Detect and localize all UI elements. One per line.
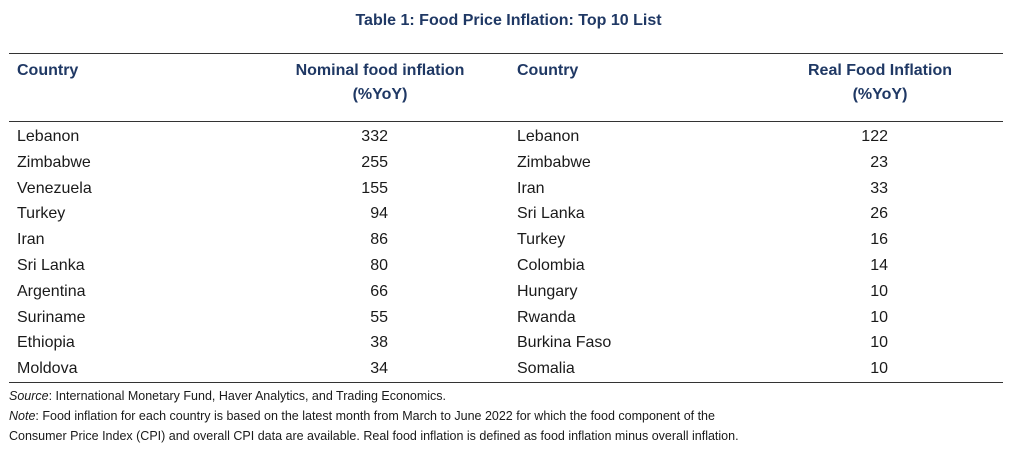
nominal-value-cell: 255 [361,153,388,171]
note-text-1: : Food inflation for each country is bas… [35,409,715,423]
table-title: Table 1: Food Price Inflation: Top 10 Li… [355,12,662,29]
header-real-food-inflation: Real Food Inflation (%YoY) [770,59,990,107]
note-line-1: Note: Food inflation for each country is… [9,406,1009,426]
real-value-cell: 10 [870,282,888,300]
table-row: Turkey 94 Sri Lanka 26 [0,201,1017,227]
real-value-cell: 23 [870,153,888,171]
nominal-country-cell: Ethiopia [17,334,75,352]
header-nominal-line1: Nominal food inflation [295,62,465,79]
header-country-nominal: Country [17,62,79,79]
table-row: Ethiopia 38 Burkina Faso 10 [0,330,1017,356]
real-country-cell: Iran [517,179,545,197]
table-top-rule [9,53,1003,54]
nominal-country-cell: Lebanon [17,128,80,145]
header-real-line2: (%YoY) [852,86,908,103]
nominal-country-cell: Sri Lanka [17,256,85,274]
header-nominal-food-inflation: Nominal food inflation (%YoY) [270,59,490,107]
table-row: Sri Lanka 80 Colombia 14 [0,253,1017,279]
nominal-country-cell: Iran [17,231,45,249]
source-text: : International Monetary Fund, Haver Ana… [48,389,447,403]
table-body: Lebanon 332 Lebanon 122 Zimbabwe 255 Zim… [0,124,1017,382]
nominal-value-cell: 34 [370,360,388,378]
table-header-rule [9,121,1003,122]
real-value-cell: 14 [870,256,888,274]
nominal-value-cell: 80 [370,256,388,274]
nominal-value-cell: 66 [370,282,388,300]
real-country-cell: Lebanon [517,128,580,145]
table-row: Iran 86 Turkey 16 [0,227,1017,253]
nominal-country-cell: Suriname [17,308,86,326]
header-real-line1: Real Food Inflation [808,62,952,79]
real-country-cell: Somalia [517,360,575,378]
real-value-cell: 10 [870,334,888,352]
nominal-value-cell: 155 [361,179,388,197]
table-row: Argentina 66 Hungary 10 [0,279,1017,305]
real-value-cell: 26 [870,205,888,223]
real-country-cell: Colombia [517,256,585,274]
table-row: Moldova 34 Somalia 10 [0,356,1017,382]
table-row: Zimbabwe 255 Zimbabwe 23 [0,150,1017,176]
real-value-cell: 122 [861,128,888,145]
header-nominal-line2: (%YoY) [352,86,408,103]
real-value-cell: 10 [870,360,888,378]
real-country-cell: Turkey [517,231,566,249]
real-value-cell: 33 [870,179,888,197]
real-country-cell: Hungary [517,282,578,300]
nominal-value-cell: 332 [361,128,388,145]
nominal-value-cell: 86 [370,231,388,249]
real-country-cell: Burkina Faso [517,334,612,352]
nominal-value-cell: 55 [370,308,388,326]
real-country-cell: Sri Lanka [517,205,585,223]
header-country-real: Country [517,62,579,79]
nominal-country-cell: Zimbabwe [17,153,91,171]
real-country-cell: Rwanda [517,308,576,326]
real-value-cell: 10 [870,308,888,326]
nominal-value-cell: 38 [370,334,388,352]
note-line-2: Consumer Price Index (CPI) and overall C… [9,429,739,443]
table-row: Lebanon 332 Lebanon 122 [0,124,1017,150]
table-footnotes: Source: International Monetary Fund, Hav… [9,386,1009,446]
real-country-cell: Zimbabwe [517,153,591,171]
nominal-country-cell: Argentina [17,282,86,300]
nominal-country-cell: Moldova [17,360,78,378]
source-note: Source: International Monetary Fund, Hav… [9,386,1009,406]
table-row: Venezuela 155 Iran 33 [0,176,1017,202]
table-row: Suriname 55 Rwanda 10 [0,305,1017,331]
source-label: Source [9,389,49,403]
nominal-country-cell: Turkey [17,205,66,223]
table-bottom-rule [9,382,1003,383]
note-label: Note [9,409,36,423]
nominal-value-cell: 94 [370,205,388,223]
real-value-cell: 16 [870,231,888,249]
nominal-country-cell: Venezuela [17,179,92,197]
